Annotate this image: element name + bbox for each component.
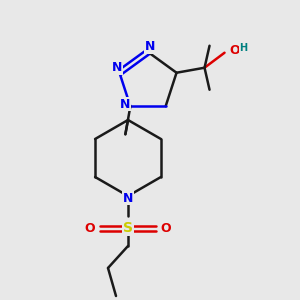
Text: O: O [229, 44, 240, 57]
Text: O: O [85, 221, 95, 235]
Text: O: O [161, 221, 171, 235]
Text: H: H [239, 43, 247, 53]
Text: N: N [123, 191, 133, 205]
Text: N: N [145, 40, 155, 53]
Text: N: N [112, 61, 123, 74]
Text: N: N [120, 98, 130, 111]
Text: S: S [123, 221, 133, 235]
